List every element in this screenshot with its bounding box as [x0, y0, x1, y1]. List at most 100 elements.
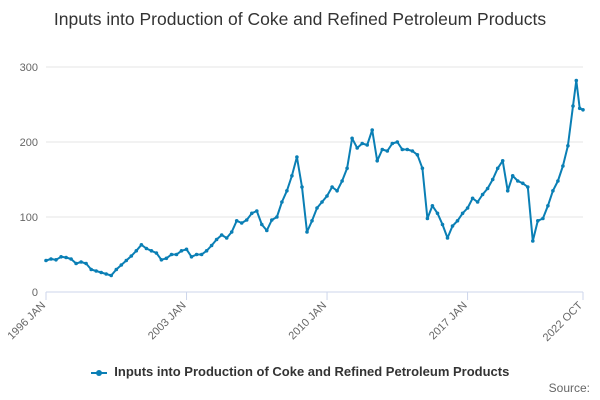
data-point[interactable] — [229, 230, 234, 234]
data-point[interactable] — [485, 186, 490, 191]
data-point[interactable] — [179, 249, 184, 253]
data-point[interactable] — [285, 189, 289, 193]
data-point[interactable] — [265, 228, 269, 233]
data-point[interactable] — [99, 270, 103, 275]
data-point[interactable] — [89, 267, 93, 272]
data-point[interactable] — [214, 237, 219, 242]
data-point[interactable] — [440, 222, 445, 227]
data-point[interactable] — [355, 146, 360, 150]
data-point[interactable] — [310, 219, 314, 223]
data-point[interactable] — [219, 233, 224, 237]
data-point[interactable] — [470, 196, 475, 201]
data-point[interactable] — [119, 263, 124, 267]
data-point[interactable] — [104, 272, 108, 276]
data-point[interactable] — [541, 216, 545, 221]
data-point[interactable] — [59, 254, 63, 259]
data-point[interactable] — [325, 194, 329, 198]
data-point[interactable] — [189, 254, 194, 259]
data-point[interactable] — [400, 147, 405, 152]
data-point[interactable] — [380, 147, 385, 152]
data-point[interactable] — [571, 104, 575, 108]
data-point[interactable] — [480, 192, 485, 197]
data-point[interactable] — [551, 189, 555, 193]
data-point[interactable] — [169, 252, 174, 257]
data-point[interactable] — [290, 174, 294, 178]
data-point[interactable] — [335, 189, 339, 193]
data-point[interactable] — [79, 260, 83, 264]
data-point[interactable] — [561, 164, 565, 168]
data-point[interactable] — [315, 206, 319, 210]
data-point[interactable] — [109, 273, 113, 278]
data-point[interactable] — [184, 247, 189, 252]
data-point[interactable] — [250, 211, 254, 216]
data-point[interactable] — [305, 230, 309, 234]
data-point[interactable] — [69, 257, 73, 261]
data-point[interactable] — [410, 149, 415, 153]
data-point[interactable] — [577, 106, 582, 111]
data-point[interactable] — [360, 141, 365, 146]
data-point[interactable] — [280, 200, 284, 204]
data-point[interactable] — [345, 166, 349, 171]
data-point[interactable] — [164, 256, 169, 261]
data-point[interactable] — [129, 254, 134, 258]
data-point[interactable] — [435, 211, 440, 216]
data-point[interactable] — [536, 219, 540, 223]
data-point[interactable] — [390, 141, 395, 146]
data-point[interactable] — [420, 166, 425, 171]
data-point[interactable] — [204, 249, 209, 253]
data-point[interactable] — [500, 159, 505, 163]
data-point[interactable] — [275, 215, 279, 219]
legend[interactable]: Inputs into Production of Coke and Refin… — [0, 364, 600, 379]
data-point[interactable] — [295, 155, 299, 159]
data-point[interactable] — [490, 177, 495, 182]
data-point[interactable] — [405, 147, 410, 152]
data-point[interactable] — [445, 236, 450, 240]
data-point[interactable] — [239, 221, 244, 225]
data-point[interactable] — [516, 179, 520, 183]
data-point[interactable] — [425, 216, 430, 221]
data-point[interactable] — [505, 189, 510, 193]
data-point[interactable] — [574, 78, 579, 83]
data-point[interactable] — [254, 209, 259, 213]
data-point[interactable] — [415, 153, 420, 157]
data-point[interactable] — [84, 261, 88, 266]
data-point[interactable] — [224, 236, 229, 240]
data-point[interactable] — [350, 136, 354, 141]
data-point[interactable] — [134, 249, 139, 253]
data-point[interactable] — [139, 243, 144, 247]
data-point[interactable] — [149, 249, 154, 253]
data-point[interactable] — [375, 159, 380, 163]
data-point[interactable] — [64, 255, 68, 260]
data-point[interactable] — [174, 252, 179, 257]
data-point[interactable] — [556, 179, 560, 183]
data-point[interactable] — [234, 219, 239, 223]
data-point[interactable] — [430, 204, 435, 208]
data-point[interactable] — [94, 269, 98, 273]
data-point[interactable] — [209, 243, 214, 248]
data-point[interactable] — [154, 251, 159, 255]
data-point[interactable] — [365, 143, 370, 147]
data-point[interactable] — [270, 218, 274, 222]
data-point[interactable] — [320, 200, 324, 204]
data-point[interactable] — [194, 252, 199, 257]
data-point[interactable] — [510, 174, 515, 178]
data-point[interactable] — [370, 128, 375, 132]
data-point[interactable] — [455, 219, 460, 223]
data-point[interactable] — [330, 185, 334, 189]
data-point[interactable] — [385, 149, 390, 153]
data-point[interactable] — [54, 258, 58, 262]
data-point[interactable] — [300, 185, 304, 189]
data-point[interactable] — [495, 166, 500, 171]
data-point[interactable] — [546, 204, 550, 208]
data-point[interactable] — [44, 258, 48, 263]
data-point[interactable] — [531, 239, 535, 243]
data-point[interactable] — [526, 185, 530, 189]
data-point[interactable] — [340, 179, 344, 183]
data-point[interactable] — [49, 257, 53, 261]
data-point[interactable] — [74, 261, 78, 266]
data-point[interactable] — [475, 200, 480, 204]
data-point[interactable] — [124, 258, 129, 263]
data-point[interactable] — [450, 224, 455, 228]
data-point[interactable] — [465, 206, 470, 210]
data-point[interactable] — [460, 211, 465, 216]
